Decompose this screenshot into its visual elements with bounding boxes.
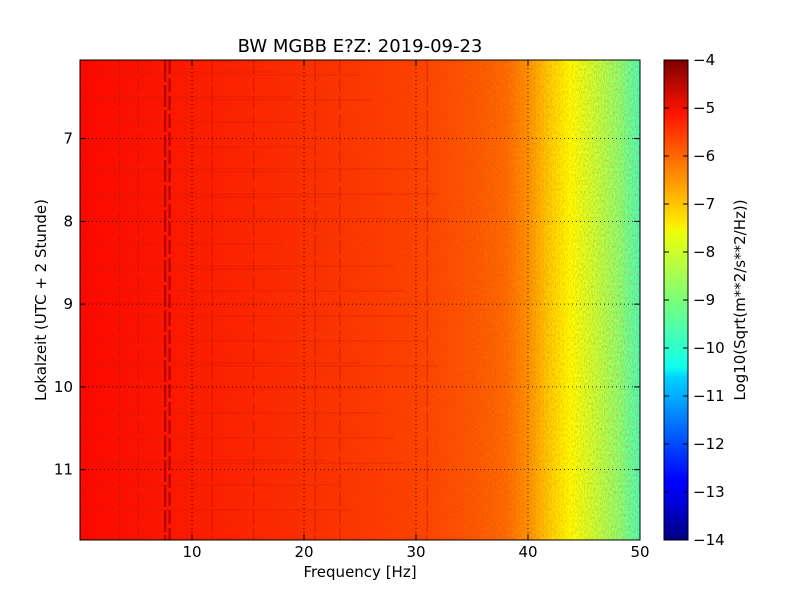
colorbar-tick-label: −14	[693, 531, 725, 549]
colorbar-tick-label: −4	[693, 51, 715, 69]
x-tick-label: 10	[182, 543, 201, 561]
colorbar-tick-label: −11	[693, 387, 725, 405]
x-tick-label: 30	[406, 543, 425, 561]
y-tick-label: 11	[54, 461, 73, 479]
y-tick-label: 8	[63, 212, 73, 230]
plot-frame	[79, 59, 641, 541]
colorbar-ticks: −4 −5 −6 −7 −8 −9 −10 −11 −12 −13 −14	[664, 51, 725, 549]
colorbar-tick-label: −9	[693, 291, 715, 309]
colorbar-tick-label: −7	[693, 195, 715, 213]
chart-title: BW MGBB E?Z: 2019-09-23	[238, 36, 483, 57]
colorbar-tick-label: −8	[693, 243, 715, 261]
x-tick-label: 20	[294, 543, 313, 561]
x-tick-label: 50	[630, 543, 649, 561]
transient-events	[80, 71, 450, 511]
x-axis-ticks: 10 20 30 40 50	[182, 60, 650, 561]
spectrogram-plot	[80, 60, 640, 540]
colorbar-label: Log10(Sqrt(m**2/s**2/Hz))	[731, 199, 749, 400]
persistent-frequency-lines	[118, 60, 428, 540]
y-tick-label: 7	[63, 130, 73, 148]
spectrogram-texture	[80, 60, 640, 540]
grid-lines	[80, 60, 640, 540]
colorbar-tick-label: −6	[693, 147, 715, 165]
y-tick-label: 10	[54, 378, 73, 396]
y-axis-label: Lokalzeit (UTC + 2 Stunde)	[32, 199, 50, 401]
y-tick-label: 9	[63, 295, 73, 313]
colorbar: −4 −5 −6 −7 −8 −9 −10 −11 −12 −13 −14 Log10(Sqrt(m…	[663, 51, 749, 549]
colorbar-tick-label: −13	[693, 483, 725, 501]
colorbar-tick-label: −5	[693, 99, 715, 117]
colorbar-tick-label: −12	[693, 435, 725, 453]
x-axis-label: Frequency [Hz]	[303, 563, 416, 581]
x-tick-label: 40	[518, 543, 537, 561]
colorbar-tick-label: −10	[693, 339, 725, 357]
y-axis-ticks: 7 8 9 10 11	[54, 130, 640, 479]
